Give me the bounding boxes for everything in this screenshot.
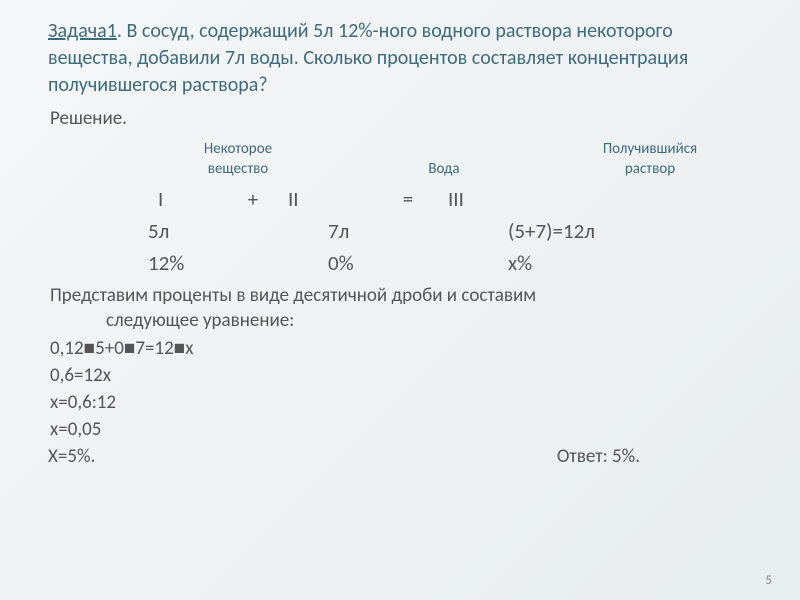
explain-line-1: Представим проценты в виде десятичной др… bbox=[50, 284, 536, 307]
subheader-substance: вещество bbox=[148, 160, 328, 178]
answer-row: X=5%. Ответ: 5%. bbox=[48, 445, 760, 468]
volume-1: 5л bbox=[148, 218, 328, 244]
subheader-water: Вода bbox=[384, 160, 504, 178]
roman-1: I bbox=[158, 186, 218, 212]
solution-heading: Решение. bbox=[50, 107, 760, 130]
calc-line-3: x=0,6:12 bbox=[50, 391, 760, 414]
bullet-icon: ■ bbox=[174, 338, 185, 359]
calc-line-5: X=5%. bbox=[48, 445, 95, 468]
roman-equation-row: I + II = III bbox=[158, 186, 740, 212]
equals-op: = bbox=[368, 186, 448, 212]
bullet-icon: ■ bbox=[84, 338, 95, 359]
plus-op: + bbox=[218, 186, 288, 212]
column-headers-2: вещество Вода раствор bbox=[148, 160, 740, 178]
problem-number: Задача1 bbox=[48, 19, 117, 43]
subheader-solution: раствор bbox=[560, 160, 740, 178]
explain-paragraph: Представим проценты в виде десятичной др… bbox=[50, 284, 760, 333]
percent-3: x% bbox=[508, 250, 688, 276]
calc-line-1: 0,12■5+0■7=12■x bbox=[50, 337, 760, 360]
percents-row: 12% 0% x% bbox=[148, 250, 740, 276]
roman-2: II bbox=[288, 186, 368, 212]
explain-line-2: следующее уравнение: bbox=[106, 309, 294, 332]
column-headers-1: Некоторое Получившийся bbox=[148, 140, 740, 158]
percent-2: 0% bbox=[328, 250, 508, 276]
volume-2: 7л bbox=[328, 218, 508, 244]
page-number: 5 bbox=[765, 573, 772, 588]
volumes-row: 5л 7л (5+7)=12л bbox=[148, 218, 740, 244]
header-substance: Некоторое bbox=[148, 140, 328, 158]
calc-line-4: x=0,05 bbox=[50, 418, 760, 441]
problem-text: . В сосуд, содержащий 5л 12%-ного водног… bbox=[48, 19, 688, 97]
volume-3: (5+7)=12л bbox=[508, 218, 688, 244]
header-result: Получившийся bbox=[560, 140, 740, 158]
problem-title: Задача1. В сосуд, содержащий 5л 12%-ного… bbox=[48, 18, 760, 99]
percent-1: 12% bbox=[148, 250, 328, 276]
answer-text: Ответ: 5%. bbox=[557, 445, 640, 468]
bullet-icon: ■ bbox=[124, 338, 135, 359]
header-water-blank bbox=[384, 140, 504, 158]
roman-3: III bbox=[448, 186, 608, 212]
calc-line-2: 0,6=12x bbox=[50, 364, 760, 387]
